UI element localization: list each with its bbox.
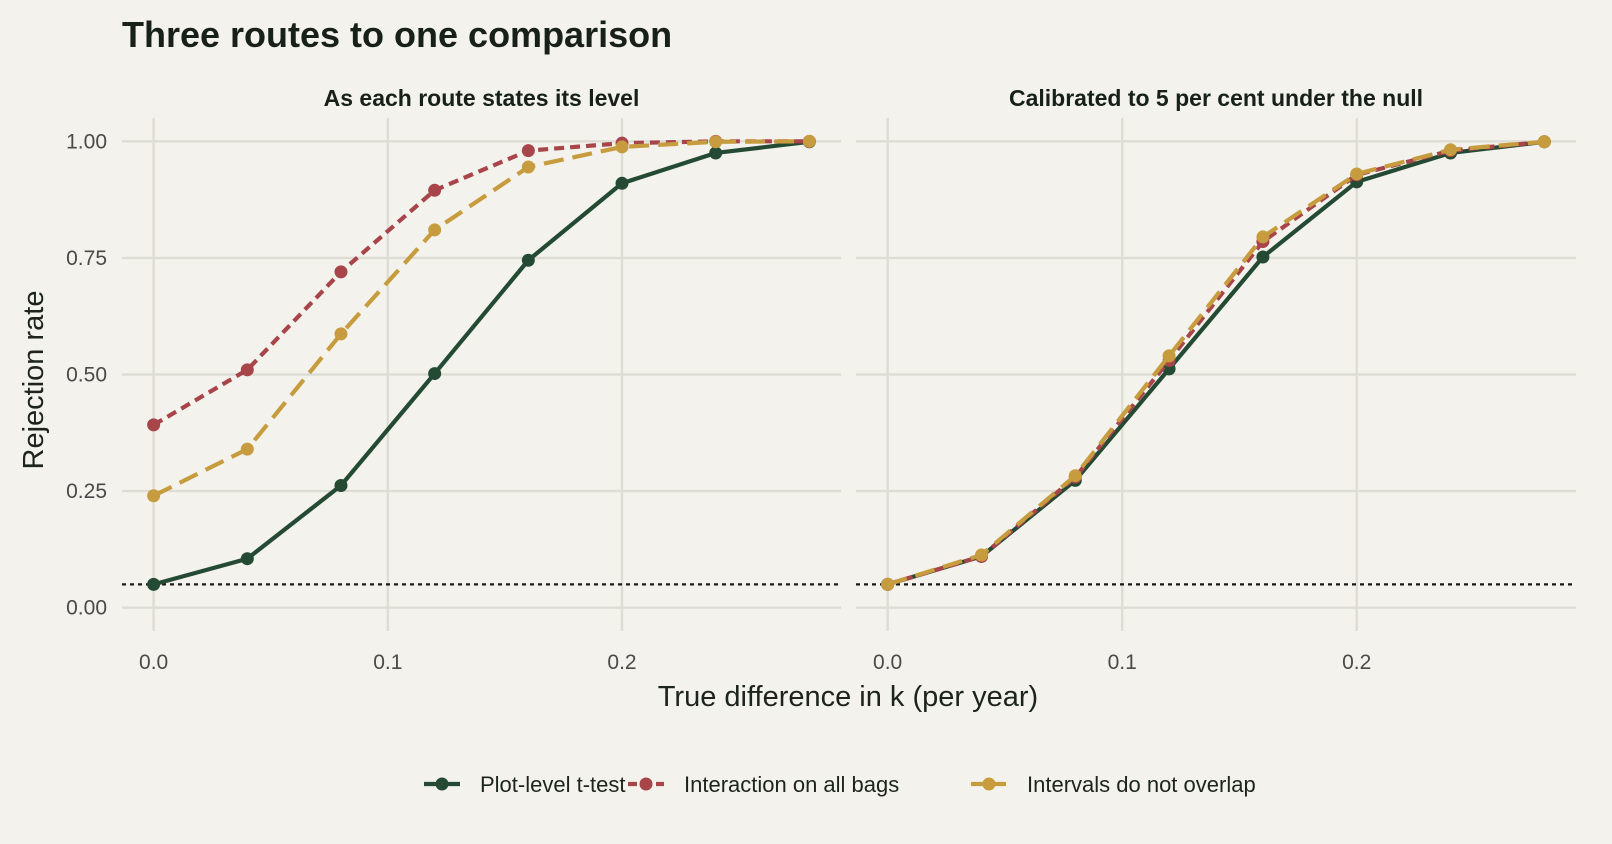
data-point bbox=[1256, 230, 1270, 244]
data-point bbox=[334, 478, 348, 492]
data-point bbox=[615, 140, 629, 154]
data-point bbox=[240, 363, 254, 377]
panels: As each route states its level 0.00 0.25 0.… bbox=[66, 85, 1576, 674]
data-point bbox=[240, 442, 254, 456]
data-point bbox=[974, 548, 988, 562]
legend-label: Interaction on all bags bbox=[684, 772, 899, 797]
series-line bbox=[152, 139, 810, 498]
legend-label: Plot-level t-test bbox=[480, 772, 626, 797]
data-point bbox=[1350, 167, 1364, 181]
x-tick-label: 0.0 bbox=[873, 651, 902, 674]
x-axis-title: True difference in k (per year) bbox=[658, 681, 1038, 713]
panel-1: As each route states its level 0.00 0.25 0.… bbox=[66, 85, 841, 674]
data-point bbox=[1068, 469, 1082, 483]
data-point bbox=[428, 367, 442, 381]
y-tick-label: 0.25 bbox=[66, 480, 107, 503]
chart-title: Three routes to one comparison bbox=[122, 14, 672, 55]
series-line bbox=[887, 139, 1545, 587]
x-tick-label: 0.2 bbox=[607, 651, 636, 674]
x-tick-label: 0.1 bbox=[1108, 651, 1137, 674]
facet-title: As each route states its level bbox=[324, 85, 640, 111]
legend-item: Interaction on all bags bbox=[628, 772, 899, 797]
series-line bbox=[887, 139, 1545, 587]
data-point bbox=[1256, 250, 1270, 264]
data-point bbox=[428, 183, 442, 197]
legend-key-marker bbox=[639, 777, 653, 791]
y-tick-label: 0.75 bbox=[66, 247, 107, 270]
facet-title: Calibrated to 5 per cent under the null bbox=[1009, 85, 1423, 111]
panel-2: Calibrated to 5 per cent under the null 0… bbox=[856, 85, 1576, 674]
data-point bbox=[1537, 135, 1551, 149]
data-point bbox=[709, 146, 723, 160]
legend-item: Plot-level t-test bbox=[424, 772, 626, 797]
y-tick-label: 1.00 bbox=[66, 130, 107, 153]
x-tick-label: 0.2 bbox=[1342, 651, 1371, 674]
data-point bbox=[147, 489, 161, 503]
data-point bbox=[521, 144, 535, 158]
y-tick-label: 0.50 bbox=[66, 364, 107, 387]
data-point bbox=[881, 577, 895, 591]
data-point bbox=[1162, 349, 1176, 363]
data-point bbox=[521, 160, 535, 174]
data-point bbox=[521, 253, 535, 267]
legend: Plot-level t-test Interaction on all bags… bbox=[424, 772, 1256, 797]
data-point bbox=[709, 135, 723, 149]
legend-label: Intervals do not overlap bbox=[1027, 772, 1256, 797]
data-point bbox=[615, 176, 629, 190]
series-line bbox=[153, 139, 810, 587]
data-point bbox=[428, 223, 442, 237]
data-point bbox=[802, 134, 816, 148]
y-tick-label: 0.00 bbox=[66, 597, 107, 620]
data-point bbox=[334, 265, 348, 279]
x-tick-label: 0.1 bbox=[373, 651, 402, 674]
data-point bbox=[147, 577, 161, 591]
legend-key-marker bbox=[435, 777, 449, 791]
series-line bbox=[887, 139, 1545, 587]
data-point bbox=[334, 327, 348, 341]
data-point bbox=[1444, 143, 1458, 157]
x-tick-label: 0.0 bbox=[139, 651, 168, 674]
series-line bbox=[152, 139, 810, 427]
y-axis-title: Rejection rate bbox=[18, 291, 50, 470]
data-point bbox=[147, 418, 161, 432]
data-point bbox=[240, 552, 254, 566]
legend-key-marker bbox=[982, 777, 996, 791]
legend-item: Intervals do not overlap bbox=[971, 772, 1256, 797]
